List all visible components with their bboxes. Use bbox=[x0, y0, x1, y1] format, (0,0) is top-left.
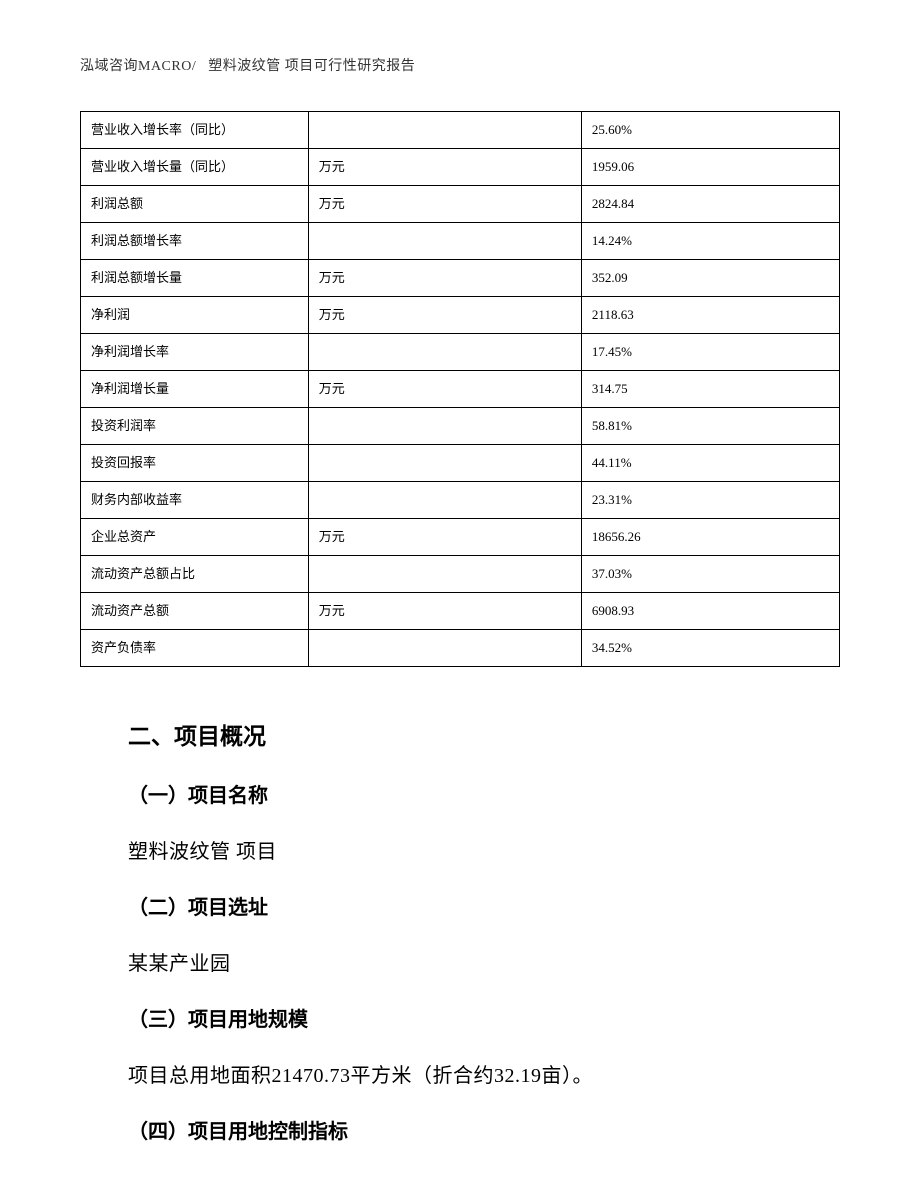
cell-value: 2824.84 bbox=[581, 186, 839, 223]
cell-unit bbox=[308, 445, 581, 482]
cell-unit: 万元 bbox=[308, 260, 581, 297]
table-row: 企业总资产 万元 18656.26 bbox=[81, 519, 840, 556]
subsection-text-3: 项目总用地面积21470.73平方米（折合约32.19亩）。 bbox=[128, 1057, 792, 1095]
cell-value: 14.24% bbox=[581, 223, 839, 260]
section-title: 二、项目概况 bbox=[128, 715, 792, 759]
header-left: 泓域咨询MACRO/ bbox=[80, 59, 196, 74]
table-row: 营业收入增长量（同比） 万元 1959.06 bbox=[81, 149, 840, 186]
cell-name: 财务内部收益率 bbox=[81, 482, 309, 519]
cell-value: 314.75 bbox=[581, 371, 839, 408]
cell-name: 营业收入增长量（同比） bbox=[81, 149, 309, 186]
cell-unit bbox=[308, 482, 581, 519]
cell-unit: 万元 bbox=[308, 186, 581, 223]
cell-unit bbox=[308, 556, 581, 593]
cell-value: 1959.06 bbox=[581, 149, 839, 186]
table-row: 资产负债率 34.52% bbox=[81, 630, 840, 667]
cell-value: 6908.93 bbox=[581, 593, 839, 630]
cell-unit bbox=[308, 630, 581, 667]
cell-value: 44.11% bbox=[581, 445, 839, 482]
cell-name: 营业收入增长率（同比） bbox=[81, 112, 309, 149]
subsection-heading-2: （二）项目选址 bbox=[128, 889, 792, 927]
cell-value: 18656.26 bbox=[581, 519, 839, 556]
subsection-text-1: 塑料波纹管 项目 bbox=[128, 833, 792, 871]
cell-value: 2118.63 bbox=[581, 297, 839, 334]
cell-value: 58.81% bbox=[581, 408, 839, 445]
table-row: 财务内部收益率 23.31% bbox=[81, 482, 840, 519]
financial-indicators-table: 营业收入增长率（同比） 25.60% 营业收入增长量（同比） 万元 1959.0… bbox=[80, 111, 840, 667]
subsection-heading-3: （三）项目用地规模 bbox=[128, 1001, 792, 1039]
body-text: 二、项目概况 （一）项目名称 塑料波纹管 项目 （二）项目选址 某某产业园 （三… bbox=[80, 715, 840, 1151]
table-row: 投资回报率 44.11% bbox=[81, 445, 840, 482]
subsection-text-2: 某某产业园 bbox=[128, 945, 792, 983]
table-row: 利润总额 万元 2824.84 bbox=[81, 186, 840, 223]
table-row: 利润总额增长量 万元 352.09 bbox=[81, 260, 840, 297]
table-row: 净利润 万元 2118.63 bbox=[81, 297, 840, 334]
cell-name: 净利润增长量 bbox=[81, 371, 309, 408]
cell-unit bbox=[308, 334, 581, 371]
cell-value: 37.03% bbox=[581, 556, 839, 593]
table-row: 流动资产总额占比 37.03% bbox=[81, 556, 840, 593]
table-row: 净利润增长量 万元 314.75 bbox=[81, 371, 840, 408]
cell-name: 净利润增长率 bbox=[81, 334, 309, 371]
cell-name: 投资回报率 bbox=[81, 445, 309, 482]
document-page: 泓域咨询MACRO/ 塑料波纹管 项目可行性研究报告 营业收入增长率（同比） 2… bbox=[0, 0, 920, 1191]
cell-name: 利润总额增长率 bbox=[81, 223, 309, 260]
cell-unit: 万元 bbox=[308, 297, 581, 334]
cell-name: 净利润 bbox=[81, 297, 309, 334]
cell-value: 23.31% bbox=[581, 482, 839, 519]
cell-unit bbox=[308, 223, 581, 260]
cell-name: 流动资产总额 bbox=[81, 593, 309, 630]
header-right: 塑料波纹管 项目可行性研究报告 bbox=[208, 59, 415, 74]
cell-unit bbox=[308, 112, 581, 149]
cell-name: 企业总资产 bbox=[81, 519, 309, 556]
table-row: 流动资产总额 万元 6908.93 bbox=[81, 593, 840, 630]
cell-value: 34.52% bbox=[581, 630, 839, 667]
cell-name: 投资利润率 bbox=[81, 408, 309, 445]
cell-unit: 万元 bbox=[308, 371, 581, 408]
cell-unit: 万元 bbox=[308, 593, 581, 630]
cell-unit: 万元 bbox=[308, 149, 581, 186]
cell-name: 利润总额 bbox=[81, 186, 309, 223]
cell-name: 利润总额增长量 bbox=[81, 260, 309, 297]
cell-value: 352.09 bbox=[581, 260, 839, 297]
page-header: 泓域咨询MACRO/ 塑料波纹管 项目可行性研究报告 bbox=[80, 55, 840, 75]
cell-unit bbox=[308, 408, 581, 445]
table-row: 净利润增长率 17.45% bbox=[81, 334, 840, 371]
cell-value: 17.45% bbox=[581, 334, 839, 371]
table-row: 投资利润率 58.81% bbox=[81, 408, 840, 445]
subsection-heading-1: （一）项目名称 bbox=[128, 777, 792, 815]
table-row: 利润总额增长率 14.24% bbox=[81, 223, 840, 260]
subsection-heading-4: （四）项目用地控制指标 bbox=[128, 1113, 792, 1151]
cell-value: 25.60% bbox=[581, 112, 839, 149]
cell-unit: 万元 bbox=[308, 519, 581, 556]
cell-name: 资产负债率 bbox=[81, 630, 309, 667]
cell-name: 流动资产总额占比 bbox=[81, 556, 309, 593]
table-row: 营业收入增长率（同比） 25.60% bbox=[81, 112, 840, 149]
